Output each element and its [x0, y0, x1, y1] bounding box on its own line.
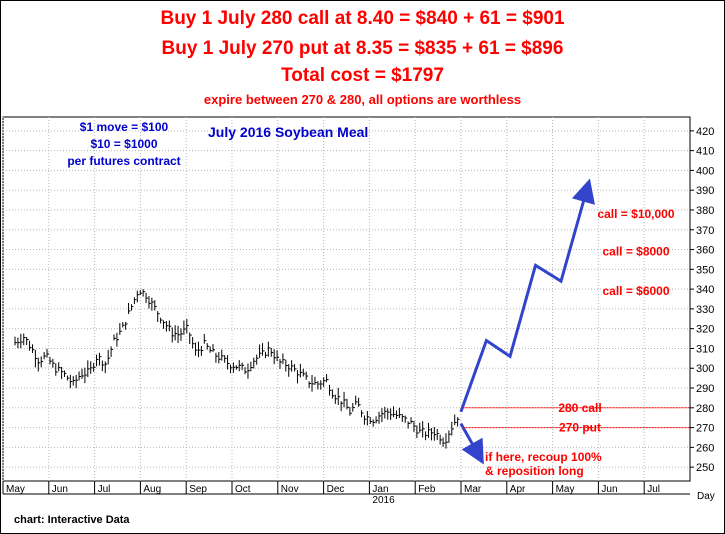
header-call-line: Buy 1 July 280 call at 8.40 = $840 + 61 … [160, 8, 565, 29]
y-tick-label: 270 [696, 423, 714, 435]
x-month-label: Mar [464, 484, 482, 495]
year-label: 2016 [372, 495, 395, 506]
y-tick-label: 400 [696, 165, 714, 177]
y-tick-label: 360 [696, 245, 714, 257]
x-axis-unit: Day [697, 491, 715, 502]
x-month-label: May [6, 484, 25, 495]
y-tick-label: 410 [696, 146, 714, 158]
x-month-label: May [556, 484, 575, 495]
x-month-label: Dec [327, 484, 345, 495]
contract-note-line: $1 move = $100 [80, 120, 169, 134]
x-month-label: Aug [143, 484, 161, 495]
y-tick-label: 250 [696, 462, 714, 474]
y-tick-label: 320 [696, 324, 714, 336]
y-tick-label: 260 [696, 442, 714, 454]
x-month-label: Feb [418, 484, 436, 495]
projection-arrow [459, 178, 595, 413]
x-month-label: Oct [235, 484, 251, 495]
header-total-cost: Total cost = $1797 [281, 65, 444, 86]
profit-annotation: call = $6000 [602, 284, 669, 298]
recoup-note-line: if here, recoup 100% [485, 450, 602, 464]
x-month-label: Jul [98, 484, 111, 495]
strike-label: 270 put [559, 421, 601, 435]
y-tick-label: 390 [696, 185, 714, 197]
profit-annotation: call = $8000 [602, 245, 669, 259]
down-arrow [459, 422, 484, 465]
x-month-label: Jun [601, 484, 617, 495]
x-month-label: Jan [372, 484, 388, 495]
x-month-label: Nov [281, 484, 299, 495]
y-tick-label: 350 [696, 264, 714, 276]
y-tick-label: 380 [696, 205, 714, 217]
y-tick-label: 280 [696, 403, 714, 415]
y-tick-label: 330 [696, 304, 714, 316]
y-tick-label: 290 [696, 383, 714, 395]
profit-annotation: call = $10,000 [597, 207, 674, 221]
y-tick-label: 310 [696, 343, 714, 355]
recoup-note-line: & reposition long [485, 464, 584, 478]
y-tick-label: 370 [696, 225, 714, 237]
x-month-label: Apr [510, 484, 526, 495]
header-expiry-note: expire between 270 & 280, all options ar… [203, 92, 522, 107]
contract-note-line: per futures contract [67, 154, 180, 168]
x-month-label: Sep [189, 484, 207, 495]
y-tick-label: 340 [696, 284, 714, 296]
header-put-line: Buy 1 July 270 put at 8.35 = $835 + 61 =… [161, 38, 564, 59]
x-month-label: Jul [647, 484, 660, 495]
contract-note-line: $10 = $1000 [90, 137, 157, 151]
x-month-label: Jun [52, 484, 68, 495]
chart-title: July 2016 Soybean Meal [208, 124, 368, 140]
chart-credit: chart: Interactive Data [14, 514, 130, 526]
plot-border [2, 116, 691, 482]
y-tick-label: 300 [696, 363, 714, 375]
y-tick-label: 420 [696, 126, 714, 138]
strike-label: 280 call [558, 401, 601, 415]
